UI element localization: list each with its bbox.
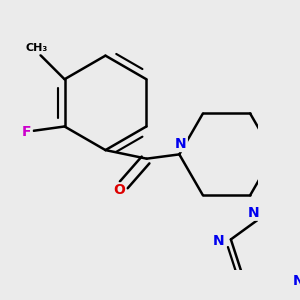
Text: N: N — [213, 234, 225, 248]
Text: N: N — [292, 274, 300, 288]
Text: O: O — [113, 183, 125, 197]
Text: CH₃: CH₃ — [25, 43, 47, 53]
Text: F: F — [22, 125, 32, 140]
Text: N: N — [175, 137, 187, 151]
Text: N: N — [247, 206, 259, 220]
